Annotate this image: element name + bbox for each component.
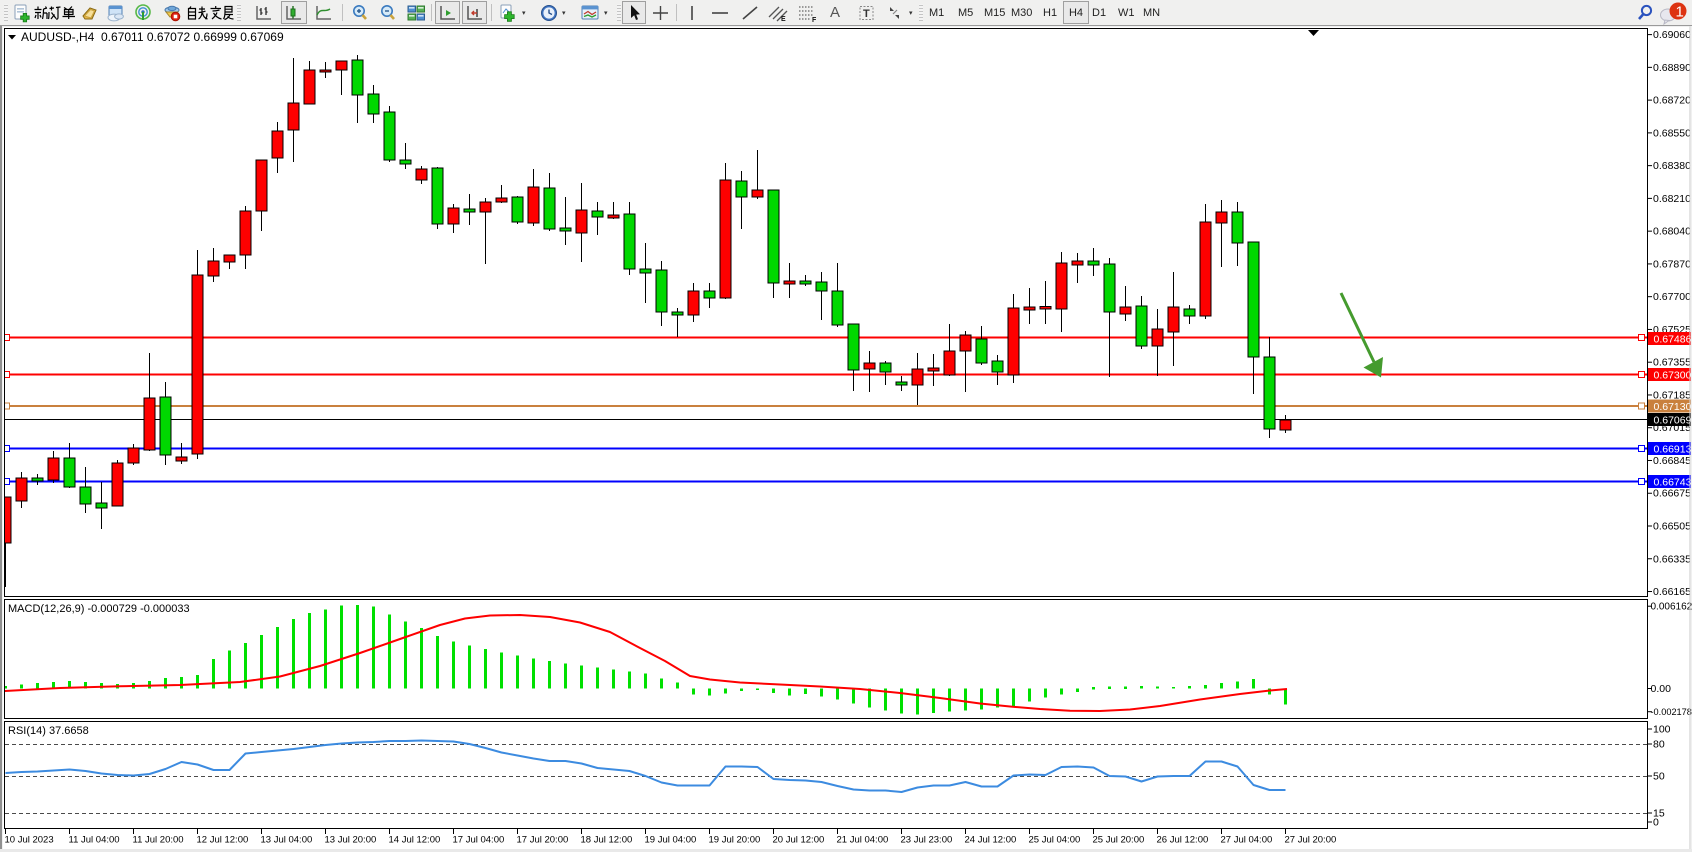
- svg-text:0.68550: 0.68550: [1653, 127, 1691, 139]
- svg-text:-0.002178: -0.002178: [1651, 707, 1692, 717]
- svg-text:0.68890: 0.68890: [1653, 62, 1691, 74]
- svg-text:0.68380: 0.68380: [1653, 160, 1691, 172]
- svg-text:18 Jul 12:00: 18 Jul 12:00: [581, 835, 633, 846]
- svg-text:0.66505: 0.66505: [1653, 521, 1691, 533]
- svg-text:11 Jul 20:00: 11 Jul 20:00: [133, 835, 184, 846]
- svg-text:11 Jul 04:00: 11 Jul 04:00: [69, 835, 120, 846]
- svg-text:0.67069: 0.67069: [1654, 415, 1692, 427]
- svg-text:15: 15: [1653, 808, 1665, 820]
- svg-text:F: F: [812, 17, 817, 23]
- svg-text:26 Jul 12:00: 26 Jul 12:00: [1157, 835, 1209, 846]
- svg-text:E: E: [781, 16, 786, 23]
- svg-text:19 Jul 20:00: 19 Jul 20:00: [709, 835, 761, 846]
- svg-text:0.67700: 0.67700: [1653, 291, 1691, 303]
- svg-text:21 Jul 04:00: 21 Jul 04:00: [837, 835, 889, 846]
- svg-text:AUDUSD-,H4 0.67011 0.67072 0.: AUDUSD-,H4 0.67011 0.67072 0.66999 0.670…: [21, 30, 284, 44]
- svg-text:0.66165: 0.66165: [1653, 586, 1691, 598]
- svg-text:25 Jul 04:00: 25 Jul 04:00: [1029, 835, 1081, 846]
- svg-text:80: 80: [1653, 739, 1665, 751]
- svg-text:13 Jul 04:00: 13 Jul 04:00: [261, 835, 313, 846]
- svg-text:12 Jul 12:00: 12 Jul 12:00: [197, 835, 249, 846]
- svg-text:13 Jul 20:00: 13 Jul 20:00: [325, 835, 377, 846]
- svg-text:23 Jul 23:00: 23 Jul 23:00: [901, 835, 953, 846]
- svg-text:27 Jul 04:00: 27 Jul 04:00: [1221, 835, 1273, 846]
- svg-text:0.006162: 0.006162: [1651, 602, 1692, 613]
- svg-text:10 Jul 2023: 10 Jul 2023: [5, 835, 54, 846]
- svg-text:0.66845: 0.66845: [1653, 455, 1691, 467]
- svg-text:MACD(12,26,9) -0.000729 -0.000: MACD(12,26,9) -0.000729 -0.000033: [8, 603, 190, 615]
- svg-text:0.67355: 0.67355: [1653, 357, 1691, 369]
- svg-text:0.66913: 0.66913: [1654, 444, 1692, 456]
- svg-text:0.66675: 0.66675: [1653, 488, 1691, 500]
- svg-text:0.67185: 0.67185: [1653, 389, 1691, 401]
- svg-text:100: 100: [1653, 724, 1671, 736]
- svg-text:T: T: [863, 8, 870, 20]
- svg-text:20 Jul 12:00: 20 Jul 12:00: [773, 835, 825, 846]
- svg-text:50: 50: [1653, 771, 1665, 783]
- svg-text:0.67300: 0.67300: [1654, 370, 1692, 382]
- svg-text:0: 0: [1653, 817, 1659, 829]
- svg-text:0.68040: 0.68040: [1653, 226, 1691, 238]
- svg-text:24 Jul 12:00: 24 Jul 12:00: [965, 835, 1017, 846]
- svg-text:25 Jul 20:00: 25 Jul 20:00: [1093, 835, 1145, 846]
- svg-text:0.67130: 0.67130: [1654, 401, 1692, 413]
- svg-text:0.66335: 0.66335: [1653, 553, 1691, 565]
- svg-text:0.68210: 0.68210: [1653, 193, 1691, 205]
- svg-text:17 Jul 04:00: 17 Jul 04:00: [453, 835, 505, 846]
- svg-text:0.67486: 0.67486: [1654, 334, 1692, 346]
- svg-text:1: 1: [1676, 3, 1684, 20]
- svg-text:17 Jul 20:00: 17 Jul 20:00: [517, 835, 569, 846]
- svg-text:0.67870: 0.67870: [1653, 258, 1691, 270]
- svg-text:0.66743: 0.66743: [1654, 477, 1692, 489]
- svg-text:14 Jul 12:00: 14 Jul 12:00: [389, 835, 441, 846]
- svg-text:0.00: 0.00: [1651, 683, 1672, 695]
- svg-text:0.68720: 0.68720: [1653, 95, 1691, 107]
- svg-text:19 Jul 04:00: 19 Jul 04:00: [645, 835, 697, 846]
- svg-text:27 Jul 20:00: 27 Jul 20:00: [1285, 835, 1337, 846]
- svg-text:0.69060: 0.69060: [1653, 29, 1691, 41]
- svg-text:RSI(14) 37.6658: RSI(14) 37.6658: [8, 725, 89, 737]
